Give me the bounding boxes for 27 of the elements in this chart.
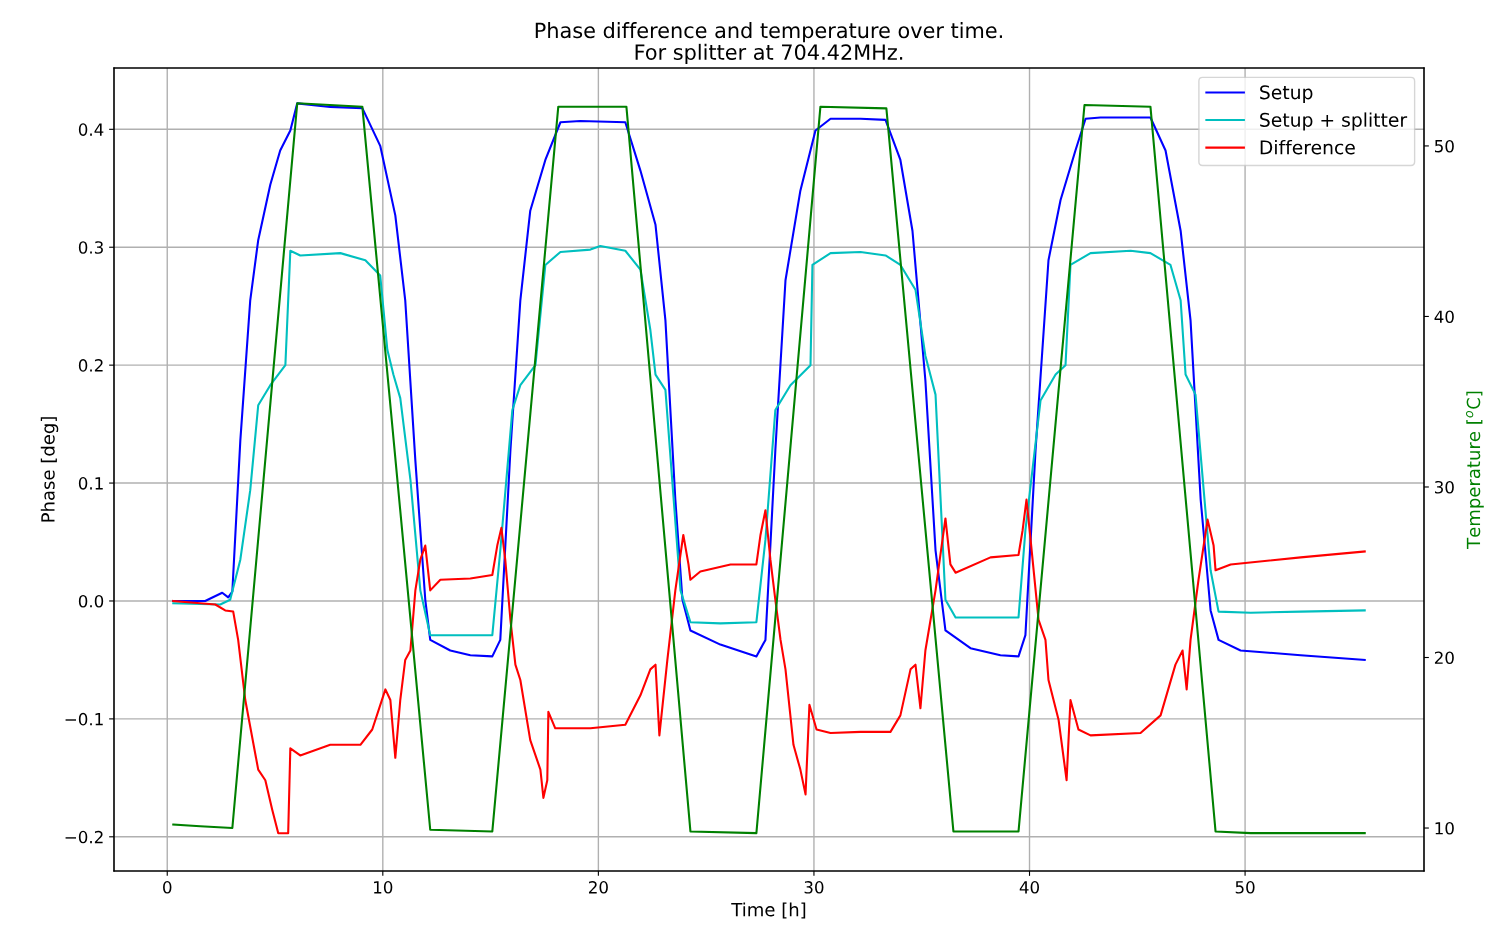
- y-tick-label: 0.4: [78, 123, 104, 136]
- y2-tick-label: 20: [1434, 651, 1454, 665]
- x-tick-label: 0: [163, 881, 172, 894]
- y2-tick-label: 10: [1435, 821, 1454, 835]
- x-tick-label: 10: [374, 881, 393, 894]
- y2-axis-title: Temperature [$^{o}$C]: [1466, 391, 1484, 549]
- y-tick-label: 0.2: [78, 359, 103, 372]
- legend-label: Setup + splitter: [1260, 112, 1408, 131]
- x-tick-label: 40: [1019, 881, 1040, 894]
- legend-label: Difference: [1260, 139, 1355, 155]
- y2-tick-label: 30: [1434, 480, 1454, 494]
- line-series: [172, 498, 1366, 835]
- chart-title: Phase difference and temperature over time. For splitter at 704.42MHz.: [535, 22, 1002, 64]
- legend-label: Setup: [1260, 85, 1313, 104]
- x-tick-label: 20: [589, 881, 608, 894]
- y-tick-label: −0.1: [65, 712, 103, 726]
- line-series: [172, 245, 1366, 637]
- y-tick-label: −0.2: [65, 830, 103, 844]
- y-tick-label: 0.3: [78, 241, 103, 254]
- y2-tick-label: 40: [1434, 310, 1454, 324]
- y-tick-label: 0.0: [78, 594, 104, 608]
- x-tick-label: 50: [1235, 881, 1255, 894]
- y-tick-label: 0.1: [78, 477, 103, 490]
- x-tick-label: 30: [804, 881, 824, 894]
- y2-tick-label: 50: [1435, 139, 1454, 153]
- y-axis-title: Phase [deg]: [40, 417, 59, 522]
- x-axis-title: Time [h]: [731, 902, 806, 919]
